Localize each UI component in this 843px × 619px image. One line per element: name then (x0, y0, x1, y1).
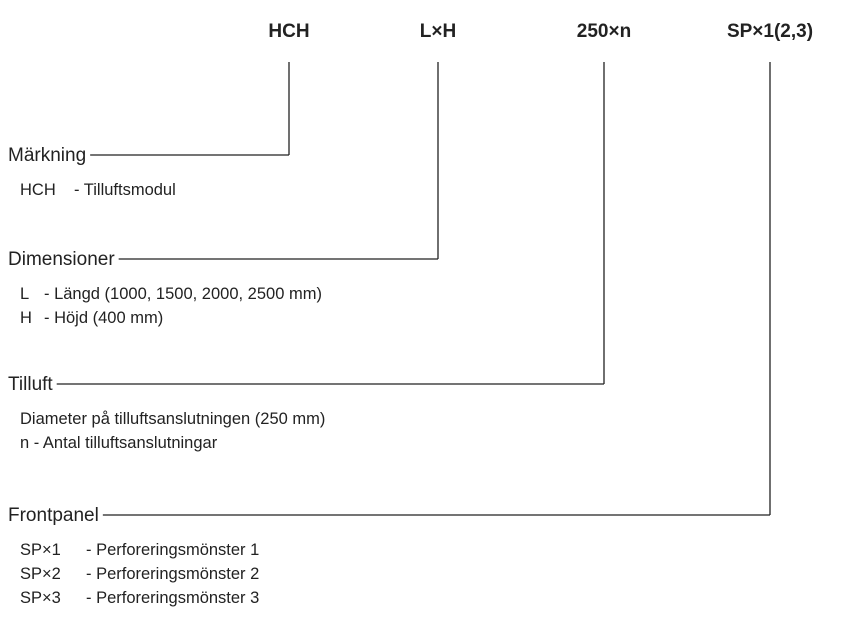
item-text: - Perforeringsmönster 3 (86, 589, 259, 607)
group-label: Tilluft (8, 374, 53, 395)
item-code: H (20, 309, 32, 327)
item-code: SP×3 (20, 589, 61, 607)
code: SP×1(2,3) (727, 21, 813, 42)
item-text: - Perforeringsmönster 2 (86, 565, 259, 583)
item-text: - Längd (1000, 1500, 2000, 2500 mm) (44, 285, 322, 303)
group-label: Frontpanel (8, 505, 99, 526)
item-text: - Tilluftsmodul (74, 181, 176, 199)
group-label: Dimensioner (8, 249, 115, 270)
item-code: L (20, 285, 29, 303)
item-text: - Perforeringsmönster 1 (86, 541, 259, 559)
item-code: SP×1 (20, 541, 61, 559)
item-code: SP×2 (20, 565, 61, 583)
item-text: n - Antal tilluftsanslutningar (20, 434, 218, 452)
code: L×H (420, 21, 456, 42)
item-text: Diameter på tilluftsanslutningen (250 mm… (20, 410, 325, 428)
item-text: - Höjd (400 mm) (44, 309, 163, 327)
item-code: HCH (20, 181, 56, 199)
group-label: Märkning (8, 145, 86, 166)
code: HCH (268, 21, 309, 42)
code: 250×n (577, 21, 631, 42)
